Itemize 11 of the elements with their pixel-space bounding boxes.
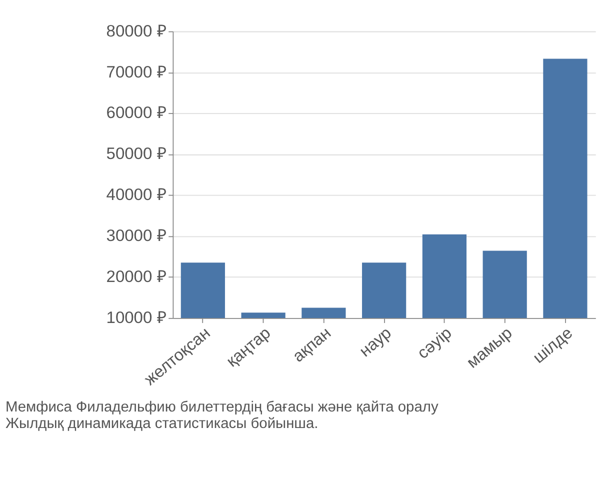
y-tick-label: 60000 ₽ bbox=[106, 103, 167, 122]
y-tick-label: 40000 ₽ bbox=[106, 185, 167, 204]
y-tick-label: 20000 ₽ bbox=[106, 267, 167, 286]
y-tick-label: 50000 ₽ bbox=[106, 144, 167, 164]
y-tick-label: 30000 ₽ bbox=[106, 226, 167, 246]
x-tick-label: наур bbox=[356, 323, 395, 361]
text: Мемфиса Филадельфию билеттердің бағасы және қайта оралу bbox=[5, 399, 439, 416]
y-tick-label: 70000 ₽ bbox=[106, 62, 167, 82]
y-tick-label: 10000 ₽ bbox=[106, 308, 167, 328]
text: Жылдық динамикада статистикасы бойынша. bbox=[5, 416, 318, 432]
y-tick-label: 80000 ₽ bbox=[106, 21, 167, 40]
